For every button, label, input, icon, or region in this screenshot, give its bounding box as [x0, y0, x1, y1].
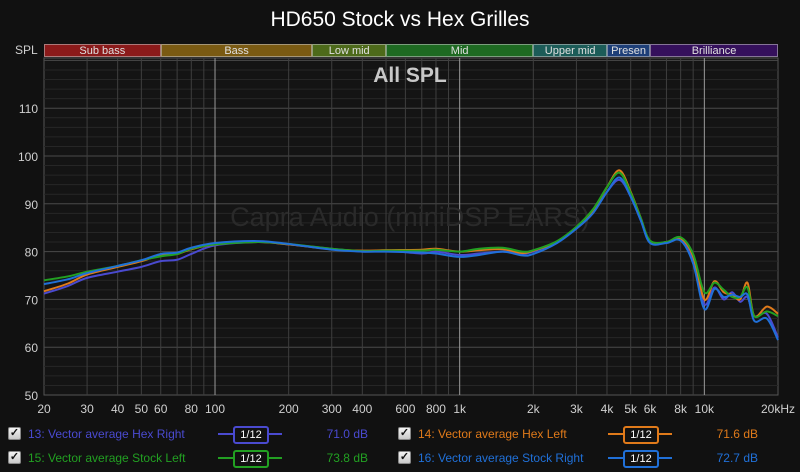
legend-item-13: ✓ 13: Vector average Hex Right 1/12 71.0 dB [8, 425, 398, 444]
overlay-label: All SPL [373, 64, 447, 87]
band-mid: Mid [386, 44, 534, 57]
curves [43, 169, 779, 341]
svg-text:800: 800 [426, 402, 446, 416]
band-bass: Bass [160, 44, 313, 57]
visibility-checkbox[interactable]: ✓ [8, 427, 21, 440]
legend-item-15: ✓ 15: Vector average Stock Left 1/12 73.8 d… [8, 449, 398, 468]
svg-text:400: 400 [352, 402, 372, 416]
legend-item-14: ✓ 14: Vector average Hex Left 1/12 71.6 dB [398, 425, 788, 444]
curve-4 [43, 176, 779, 341]
band-presen: Presen [606, 44, 651, 57]
svg-text:90: 90 [25, 198, 39, 212]
band-sub-bass: Sub bass [44, 44, 161, 57]
visibility-checkbox[interactable]: ✓ [398, 451, 411, 464]
legend-item-16: ✓ 16: Vector average Stock Right 1/12 72.7 … [398, 449, 788, 468]
legend-label: 15: Vector average Stock Left [28, 451, 186, 465]
svg-text:110: 110 [19, 102, 38, 116]
smoothing-label: 1/12 [623, 450, 659, 468]
smoothing-label: 1/12 [623, 426, 659, 444]
band-low-mid: Low mid [312, 44, 387, 57]
svg-text:200: 200 [279, 402, 299, 416]
svg-text:4k: 4k [601, 402, 615, 416]
chart-title: HD650 Stock vs Hex Grilles [270, 8, 530, 31]
svg-text:2k: 2k [527, 402, 541, 416]
svg-text:100: 100 [18, 150, 38, 164]
chart-grid [43, 57, 779, 396]
smoothing-label: 1/12 [233, 426, 269, 444]
frequency-band-bar: Sub bass Bass Low mid Mid Upper mid Presen Bri… [44, 44, 778, 57]
visibility-checkbox[interactable]: ✓ [8, 451, 21, 464]
svg-text:100: 100 [205, 402, 225, 416]
svg-text:6k: 6k [644, 402, 658, 416]
y-axis-label: SPL [15, 43, 38, 57]
svg-text:60: 60 [154, 402, 168, 416]
svg-text:40: 40 [111, 402, 125, 416]
smoothing-button[interactable]: 1/12 [608, 425, 672, 444]
watermark: Capra Audio (miniDSP EARS) [230, 202, 590, 232]
svg-text:20: 20 [37, 402, 51, 416]
legend-value: 73.8 dB [326, 451, 368, 465]
band-brilliance: Brilliance [650, 44, 778, 57]
smoothing-button[interactable]: 1/12 [218, 425, 282, 444]
legend-label: 13: Vector average Hex Right [28, 427, 185, 441]
legend-label: 16: Vector average Stock Right [418, 451, 584, 465]
svg-text:5k: 5k [624, 402, 638, 416]
svg-text:30: 30 [80, 402, 94, 416]
smoothing-button[interactable]: 1/12 [218, 449, 282, 468]
svg-text:600: 600 [395, 402, 415, 416]
band-upper-mid: Upper mid [533, 44, 607, 57]
svg-text:3k: 3k [570, 402, 584, 416]
svg-text:80: 80 [25, 246, 39, 260]
axis-labels: 50 60 70 80 90 100 110 20 30 40 50 60 80 100 200 300 400… [18, 102, 795, 416]
smoothing-label: 1/12 [233, 450, 269, 468]
svg-text:50: 50 [25, 389, 39, 403]
svg-text:60: 60 [25, 341, 39, 355]
visibility-checkbox[interactable]: ✓ [398, 427, 411, 440]
svg-text:50: 50 [135, 402, 149, 416]
legend-value: 71.0 dB [326, 427, 368, 441]
svg-text:1k: 1k [453, 402, 467, 416]
smoothing-button[interactable]: 1/12 [608, 449, 672, 468]
svg-text:70: 70 [25, 293, 39, 307]
svg-text:80: 80 [185, 402, 199, 416]
legend-value: 72.7 dB [716, 451, 758, 465]
legend-value: 71.6 dB [716, 427, 758, 441]
legend-label: 14: Vector average Hex Left [418, 427, 567, 441]
svg-text:20kHz: 20kHz [761, 402, 795, 416]
svg-text:8k: 8k [674, 402, 688, 416]
svg-text:10k: 10k [695, 402, 715, 416]
frequency-response-chart: Capra Audio (miniDSP EARS) All SPL 50 60 7… [18, 57, 795, 416]
svg-text:300: 300 [322, 402, 342, 416]
